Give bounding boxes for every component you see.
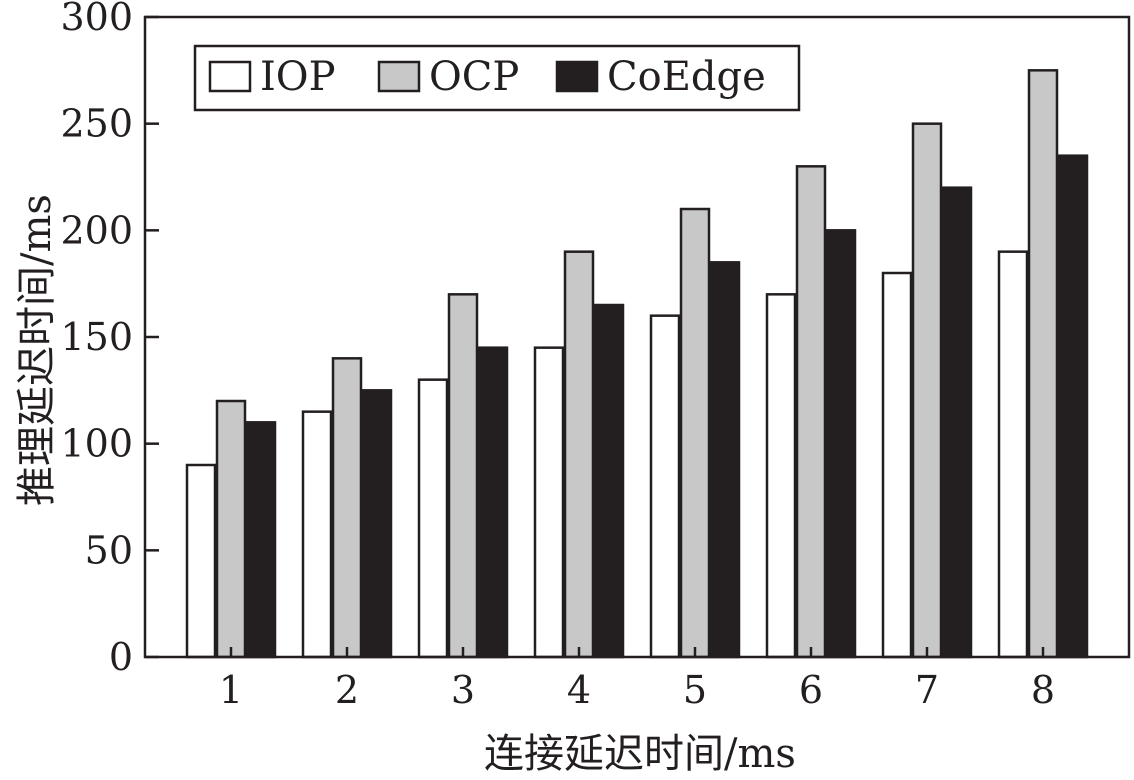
bar-iop-7 <box>881 271 913 659</box>
y-tick-label: 300 <box>60 0 133 39</box>
x-tick-label: 2 <box>335 668 359 712</box>
bar-iop-2 <box>301 410 333 659</box>
bar-coedge-1 <box>245 421 277 659</box>
bar-coedge-8 <box>1057 154 1089 659</box>
legend: IOP OCP CoEdge <box>193 44 801 112</box>
bars-layer <box>185 69 1089 659</box>
x-tick-label: 7 <box>915 668 939 712</box>
x-tick-label: 4 <box>567 668 591 712</box>
y-axis-ticks: 0 50 100 150 200 250 300 <box>60 0 159 679</box>
x-tick-label: 5 <box>683 668 707 712</box>
legend-swatch-ocp <box>377 60 421 93</box>
plot-frame <box>143 15 1131 659</box>
bar-iop-8 <box>997 250 1029 659</box>
legend-swatch-coedge <box>555 60 599 93</box>
y-tick-label: 200 <box>60 208 133 252</box>
bar-iop-6 <box>765 293 797 659</box>
x-tick-label: 6 <box>799 668 823 712</box>
bar-ocp-6 <box>795 165 827 659</box>
bar-coedge-2 <box>361 389 393 659</box>
bar-iop-5 <box>649 314 681 659</box>
y-axis-title: 推理延迟时间/ms <box>14 194 60 506</box>
bar-ocp-5 <box>679 207 711 659</box>
bar-ocp-4 <box>563 250 595 659</box>
x-axis-title: 连接延迟时间/ms <box>484 731 796 777</box>
bar-ocp-8 <box>1027 69 1059 659</box>
bar-coedge-3 <box>477 346 509 659</box>
bar-coedge-5 <box>709 261 741 659</box>
bar-ocp-7 <box>911 122 943 659</box>
legend-swatch-iop <box>208 60 252 93</box>
bar-coedge-7 <box>941 186 973 659</box>
legend-label-ocp: OCP <box>429 54 519 100</box>
bar-coedge-6 <box>825 229 857 659</box>
bar-ocp-1 <box>215 399 247 659</box>
bar-ocp-2 <box>331 357 363 659</box>
bar-iop-4 <box>533 346 565 659</box>
y-tick-label: 0 <box>109 635 133 679</box>
y-tick-label: 250 <box>60 102 133 146</box>
bar-iop-1 <box>185 463 217 659</box>
y-tick-label: 50 <box>85 528 133 572</box>
bar-iop-3 <box>417 378 449 659</box>
x-axis-ticks: 1 2 3 4 5 6 7 8 <box>219 647 1055 712</box>
legend-box <box>193 44 801 112</box>
legend-label-coedge: CoEdge <box>607 54 766 100</box>
x-tick-label: 3 <box>451 668 475 712</box>
bar-coedge-4 <box>593 303 625 659</box>
x-tick-label: 1 <box>219 668 243 712</box>
bar-ocp-3 <box>447 293 479 659</box>
legend-items: IOP OCP CoEdge <box>208 54 766 100</box>
x-tick-label: 8 <box>1031 668 1055 712</box>
legend-label-iop: IOP <box>260 54 336 100</box>
y-tick-label: 150 <box>60 315 133 359</box>
y-tick-label: 100 <box>60 422 133 466</box>
